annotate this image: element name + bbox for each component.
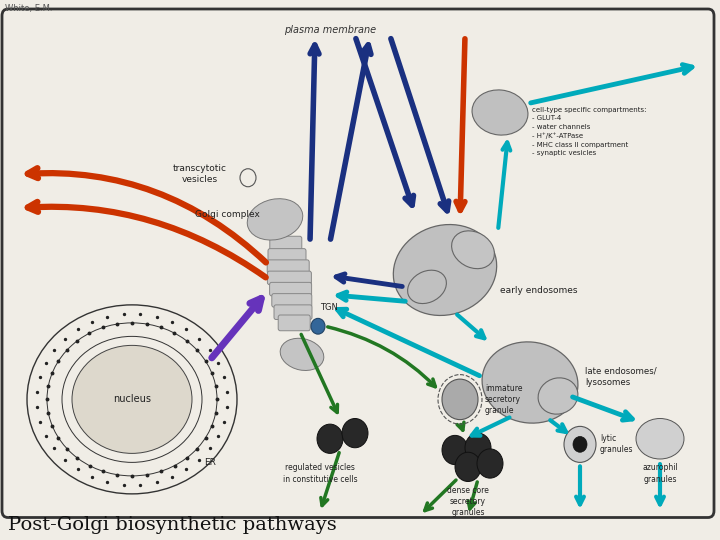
Text: immature
secretory
granule: immature secretory granule [485, 384, 523, 415]
FancyArrowPatch shape [310, 45, 319, 239]
FancyArrowPatch shape [336, 274, 402, 287]
Circle shape [573, 436, 587, 453]
Ellipse shape [442, 379, 478, 420]
Ellipse shape [393, 225, 497, 315]
Ellipse shape [472, 90, 528, 135]
FancyArrowPatch shape [457, 422, 464, 430]
FancyArrowPatch shape [425, 480, 456, 511]
FancyArrowPatch shape [498, 143, 510, 228]
Circle shape [442, 435, 468, 464]
Text: cell-type specific compartments:
- GLUT-4
- water channels
- H⁺/K⁺-ATPase
- MHC : cell-type specific compartments: - GLUT-… [532, 107, 647, 157]
FancyArrowPatch shape [656, 464, 664, 504]
Text: lytic
granules: lytic granules [600, 434, 634, 455]
Ellipse shape [72, 346, 192, 454]
Ellipse shape [408, 270, 446, 303]
FancyBboxPatch shape [278, 315, 310, 330]
Circle shape [455, 453, 481, 482]
Text: TGN: TGN [320, 302, 338, 312]
Text: dense core
secretory
granules: dense core secretory granules [447, 486, 489, 517]
Circle shape [477, 449, 503, 478]
FancyArrowPatch shape [212, 299, 261, 358]
Circle shape [240, 168, 256, 187]
FancyArrowPatch shape [550, 420, 566, 432]
FancyArrowPatch shape [572, 397, 632, 420]
Ellipse shape [482, 342, 578, 423]
FancyBboxPatch shape [267, 271, 311, 285]
FancyBboxPatch shape [269, 282, 312, 296]
Ellipse shape [538, 378, 578, 414]
FancyArrowPatch shape [576, 466, 584, 504]
FancyArrowPatch shape [457, 315, 485, 338]
FancyBboxPatch shape [274, 305, 312, 320]
FancyArrowPatch shape [391, 39, 449, 211]
FancyArrowPatch shape [356, 39, 413, 205]
FancyArrowPatch shape [456, 39, 465, 211]
FancyBboxPatch shape [270, 237, 302, 252]
Circle shape [465, 433, 491, 462]
Text: transcytotic
vesicles: transcytotic vesicles [173, 164, 227, 185]
Text: ER: ER [204, 458, 216, 467]
FancyArrowPatch shape [28, 168, 266, 262]
FancyArrowPatch shape [531, 65, 692, 103]
Text: nucleus: nucleus [113, 394, 151, 404]
Circle shape [317, 424, 343, 454]
FancyBboxPatch shape [272, 294, 312, 307]
Ellipse shape [451, 231, 495, 269]
FancyArrowPatch shape [328, 327, 436, 387]
Text: Post-Golgi biosynthetic pathways: Post-Golgi biosynthetic pathways [8, 516, 337, 535]
FancyBboxPatch shape [268, 248, 306, 263]
FancyArrowPatch shape [338, 292, 405, 301]
Text: plasma membrane: plasma membrane [284, 25, 376, 35]
FancyArrowPatch shape [468, 482, 477, 509]
Ellipse shape [27, 305, 237, 494]
FancyArrowPatch shape [472, 417, 510, 436]
Ellipse shape [280, 338, 324, 370]
FancyBboxPatch shape [2, 9, 714, 517]
Text: White, E.M.: White, E.M. [5, 4, 53, 14]
FancyArrowPatch shape [301, 334, 338, 413]
Circle shape [342, 418, 368, 448]
Text: Golgi complex: Golgi complex [195, 211, 260, 219]
Text: early endosomes: early endosomes [500, 286, 577, 295]
FancyArrowPatch shape [338, 309, 480, 376]
Text: azurophil
granules: azurophil granules [642, 463, 678, 484]
Text: regulated vesicles
in constitutive cells: regulated vesicles in constitutive cells [283, 463, 357, 484]
Circle shape [311, 319, 325, 334]
Ellipse shape [247, 199, 302, 240]
Text: late endosomes/
lysosomes: late endosomes/ lysosomes [585, 367, 657, 387]
FancyArrowPatch shape [330, 45, 371, 239]
FancyArrowPatch shape [28, 202, 266, 278]
FancyBboxPatch shape [267, 260, 309, 273]
Circle shape [564, 427, 596, 462]
Ellipse shape [636, 418, 684, 459]
FancyArrowPatch shape [321, 453, 339, 505]
